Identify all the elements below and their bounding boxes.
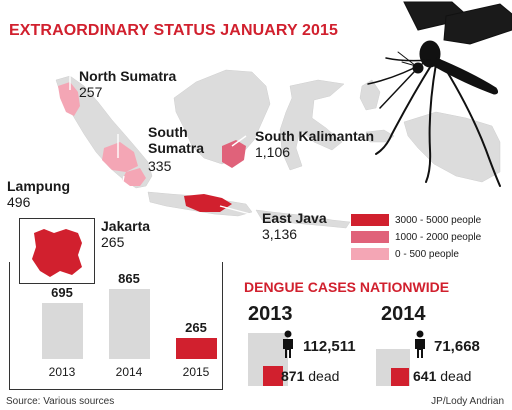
page-title: EXTRAORDINARY STATUS JANUARY 2015: [9, 22, 338, 39]
legend-swatch: [351, 214, 389, 226]
dead-count: 641: [413, 368, 437, 384]
lampung-region: [122, 168, 146, 186]
dead-2014: 641 dead: [413, 368, 471, 384]
person-icon: [415, 330, 425, 358]
bar-category-label: 2014: [115, 365, 143, 379]
bar-2013: [42, 303, 83, 359]
legend-item: 3000 - 5000 people: [351, 214, 481, 226]
nationwide-title: DENGUE CASES NATIONWIDE: [244, 279, 450, 295]
dead-label: dead: [440, 368, 472, 384]
legend-item: 0 - 500 people: [351, 248, 481, 260]
legend-label: 1000 - 2000 people: [395, 231, 482, 243]
region-name: Jakarta: [101, 218, 151, 234]
jakarta-bar-chart: 695 2013 865 2014 265 2015: [10, 262, 222, 389]
dead-label: dead: [308, 368, 340, 384]
dead-2013: 871 dead: [281, 368, 339, 384]
jakarta-map: [32, 229, 82, 277]
mosquito-icon: [367, 1, 512, 187]
bar-value-label: 695: [51, 285, 73, 300]
bar-value-label: 265: [185, 320, 207, 335]
bar-2014: [109, 289, 150, 359]
region-lampung: Lampung 496: [7, 178, 70, 210]
east-java-region: [184, 194, 232, 212]
region-east-java: East Java 3,136: [262, 210, 327, 242]
region-name: North Sumatra: [79, 68, 177, 84]
region-value: 265: [101, 234, 125, 250]
region-value: 3,136: [262, 226, 298, 242]
bar-category-label: 2013: [48, 365, 76, 379]
region-south-kalimantan: South Kalimantan 1,106: [255, 128, 374, 160]
legend-swatch: [351, 248, 389, 260]
cases-2014: 71,668: [434, 338, 480, 355]
bar-category-label: 2015: [182, 365, 210, 379]
south-kalimantan-region: [222, 140, 246, 168]
region-name: South Kalimantan: [255, 128, 375, 144]
region-value: 496: [7, 194, 31, 210]
nationwide-year-2014: 2014: [381, 303, 426, 325]
region-north-sumatra: North Sumatra 257: [79, 68, 176, 100]
legend-item: 1000 - 2000 people: [351, 231, 481, 243]
south-sumatra-region: [102, 142, 138, 172]
bar-value-label: 865: [118, 271, 140, 286]
region-name: South Sumatra: [148, 124, 205, 156]
region-value: 257: [79, 84, 103, 100]
dead-bar-2013: [263, 366, 283, 386]
jakarta-chart-box: 695 2013 865 2014 265 2015: [9, 262, 223, 390]
region-name: East Java: [262, 210, 327, 226]
legend: 3000 - 5000 people 1000 - 2000 people 0 …: [351, 214, 481, 260]
jakarta-inset: [19, 218, 95, 284]
region-value: 335: [148, 158, 172, 174]
legend-label: 3000 - 5000 people: [395, 214, 482, 226]
source-note: Source: Various sources: [6, 396, 115, 407]
bar-2015: [176, 338, 217, 359]
legend-swatch: [351, 231, 389, 243]
credit-note: JP/Lody Andrian: [431, 396, 504, 407]
nationwide-year-2013: 2013: [248, 303, 293, 325]
person-icon: [283, 330, 293, 358]
region-south-sumatra: South Sumatra 335: [148, 124, 208, 174]
region-jakarta: Jakarta 265: [101, 218, 150, 250]
dead-count: 871: [281, 368, 305, 384]
north-sumatra-region: [58, 82, 80, 116]
cases-2013: 112,511: [303, 338, 356, 355]
region-name: Lampung: [7, 178, 70, 194]
dead-bar-2014: [391, 368, 409, 386]
legend-label: 0 - 500 people: [395, 248, 459, 260]
region-value: 1,106: [255, 144, 291, 160]
